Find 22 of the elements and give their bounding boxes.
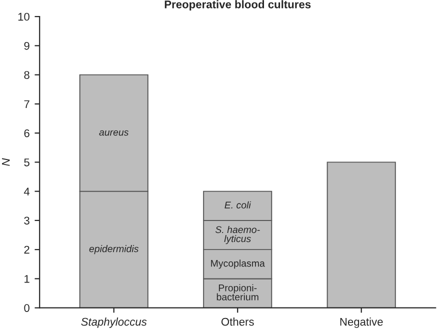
y-tick-label: 2 xyxy=(24,246,30,254)
y-tick-label: 9 xyxy=(24,42,30,50)
series-label: Propioni- bacterium xyxy=(216,284,258,300)
y-tick-label: 1 xyxy=(24,275,30,283)
y-tick-label: 4 xyxy=(24,188,30,196)
series-label: Mycoplasma xyxy=(211,260,265,269)
y-tick-label: 6 xyxy=(24,129,30,138)
series-label: epidermidis xyxy=(89,245,139,254)
x-tick-label: Staphyloccus xyxy=(81,318,147,328)
chart-title: Preoperative blood cultures xyxy=(164,0,311,11)
x-tick-label: Others xyxy=(221,318,254,326)
y-tick-label: 0 xyxy=(24,304,30,312)
y-tick-label: 10 xyxy=(18,12,30,21)
series-label: aureus xyxy=(99,130,129,136)
y-tick-label: 7 xyxy=(24,100,30,108)
x-tick-label: Negative xyxy=(340,318,383,328)
series-label: E. coli xyxy=(224,201,252,208)
y-tick-label: 3 xyxy=(24,216,30,225)
y-axis-title: N xyxy=(2,158,10,166)
y-tick-label: 5 xyxy=(24,158,30,166)
y-tick-label: 8 xyxy=(24,71,30,79)
series-label: S. haemo- lyticus xyxy=(215,226,260,244)
